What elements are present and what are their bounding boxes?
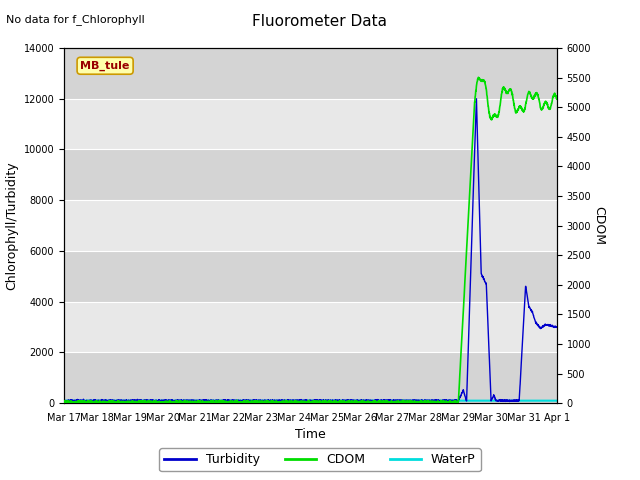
- Text: Fluorometer Data: Fluorometer Data: [253, 14, 387, 29]
- Bar: [64, 200, 557, 251]
- Bar: [64, 302, 557, 352]
- Bar: [64, 352, 557, 403]
- Text: No data for f_Chlorophyll: No data for f_Chlorophyll: [6, 14, 145, 25]
- Legend: Turbidity, CDOM, WaterP: Turbidity, CDOM, WaterP: [159, 448, 481, 471]
- Bar: [64, 48, 557, 99]
- Text: MB_tule: MB_tule: [81, 60, 130, 71]
- Bar: [64, 251, 557, 302]
- Y-axis label: CDOM: CDOM: [592, 206, 605, 245]
- Bar: [64, 149, 557, 200]
- Bar: [64, 99, 557, 149]
- X-axis label: Time: Time: [295, 429, 326, 442]
- Y-axis label: Chlorophyll/Turbidity: Chlorophyll/Turbidity: [5, 161, 18, 290]
